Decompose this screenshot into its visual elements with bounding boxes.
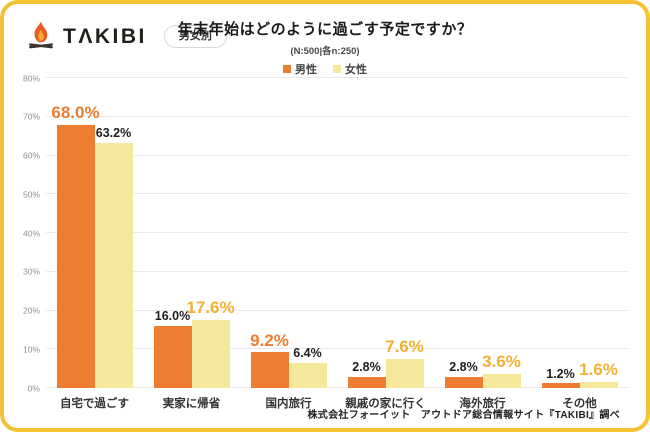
gender-badge: 男女別: [163, 24, 227, 48]
y-axis-tick: 80%: [22, 72, 40, 83]
legend-item-male: 男性: [283, 61, 317, 77]
legend-label: 男性: [295, 64, 317, 76]
value-label-female: 7.6%: [385, 336, 424, 356]
chart-title: 年末年始はどのように過ごす予定ですか？: [177, 21, 473, 38]
gridline: [46, 270, 628, 272]
category-label: 実家に帰省: [162, 398, 221, 410]
bar-female: 3.6%: [482, 353, 521, 388]
gridline: [46, 348, 628, 350]
y-axis-tick: 0%: [27, 382, 40, 393]
legend-item-female: 女性: [333, 61, 367, 77]
brand-wordmark: TΛKIBI: [63, 24, 147, 48]
sample-size-note: (N:500|各n:250): [290, 46, 360, 57]
legend-label: 女性: [345, 64, 367, 76]
source-credit: 株式会社フォーイット アウトドア総合情報サイト『TAKIBI』調べ: [307, 410, 620, 421]
bar-male: 68.0%: [51, 103, 100, 388]
gridline: [46, 193, 628, 195]
gridline: [46, 232, 628, 233]
value-label-male: 16.0%: [154, 309, 191, 324]
gridline: [46, 77, 628, 78]
y-axis-tick: 50%: [22, 189, 40, 199]
value-label-male: 68.0%: [51, 102, 100, 122]
plot: 68.0% 63.2% 自宅で過ごす 16.0% 17.6% 実家に帰省 9.2% 6.4% 国…: [46, 78, 628, 410]
gridline: [46, 309, 628, 311]
value-label-male: 2.8%: [352, 360, 381, 375]
value-label-female: 63.2%: [95, 126, 132, 141]
category-label: 親戚の家に行く: [345, 398, 426, 410]
bar-group: 9.2% 6.4% 国内旅行: [240, 78, 337, 410]
bar-female: 6.4%: [288, 347, 327, 388]
value-label-male: 1.2%: [546, 366, 575, 381]
logo-row: TΛKIBI 男女別: [26, 20, 227, 52]
bar-female: 7.6%: [385, 337, 424, 388]
value-label-female: 17.6%: [186, 298, 235, 318]
chart-area: 0% 10% 20% 30% 40% 50% 60% 70% 80% 68.0% 63.2% 自宅で…: [4, 74, 646, 410]
bar-male: 1.2%: [541, 367, 580, 388]
category-label: 国内旅行: [265, 398, 312, 410]
bar-male: 9.2%: [250, 331, 289, 388]
legend-swatch-icon: [283, 65, 291, 73]
category-label: その他: [562, 398, 597, 410]
value-label-female: 6.4%: [293, 346, 322, 361]
gridline: [46, 387, 628, 388]
bar-group: 2.8% 7.6% 親戚の家に行く: [337, 78, 434, 410]
category-label: 海外旅行: [459, 398, 506, 410]
legend-swatch-icon: [333, 65, 341, 73]
bar-male: 16.0%: [153, 309, 192, 388]
y-axis-tick: 10%: [22, 344, 40, 354]
campfire-icon: [29, 21, 53, 49]
value-label-male: 9.2%: [250, 330, 289, 350]
bar-male: 2.8%: [347, 361, 386, 388]
gridline: [46, 154, 628, 156]
y-axis-tick: 40%: [22, 227, 40, 238]
y-axis-tick: 30%: [22, 266, 40, 277]
bar-female: 17.6%: [186, 298, 235, 388]
category-label: 自宅で過ごす: [59, 398, 130, 410]
chart-header: 年末年始はどのように過ごす予定ですか？ (N:500|各n:250) 男性 女性: [4, 18, 646, 78]
value-label-male: 2.8%: [449, 360, 478, 375]
bar-group: 16.0% 17.6% 実家に帰省: [143, 78, 240, 410]
bar-female: 63.2%: [94, 127, 133, 388]
value-label-female: 3.6%: [482, 352, 521, 372]
bar-group: 2.8% 3.6% 海外旅行: [434, 78, 531, 410]
bar-group: 68.0% 63.2% 自宅で過ごす: [46, 78, 143, 410]
y-axis-tick: 70%: [22, 111, 40, 122]
legend: 男性 女性: [283, 61, 367, 77]
bar-female: 1.6%: [579, 360, 618, 388]
bar-male: 2.8%: [444, 361, 483, 388]
bar-group: 1.2% 1.6% その他: [531, 78, 628, 410]
value-label-female: 1.6%: [579, 360, 618, 380]
y-axis-tick: 20%: [22, 305, 40, 316]
gridline: [46, 115, 628, 117]
y-axis-tick: 60%: [22, 150, 40, 161]
